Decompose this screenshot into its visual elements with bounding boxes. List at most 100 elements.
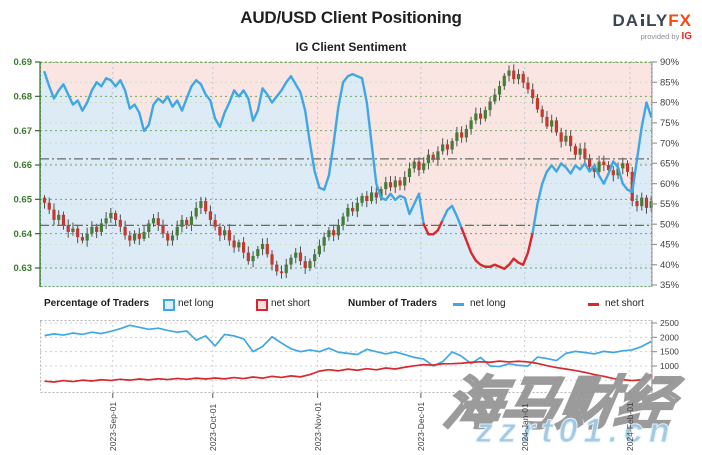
candle-body <box>351 207 355 212</box>
count-tick-label: 1500 <box>660 347 679 357</box>
pct-tick-label: 70% <box>660 138 680 149</box>
sentiment-segment <box>43 70 425 226</box>
candle-body <box>355 202 359 212</box>
candle-body <box>526 82 530 90</box>
candle-body <box>260 243 265 250</box>
candle-body <box>426 154 431 164</box>
candle-body <box>464 128 468 138</box>
candle-body <box>114 213 118 220</box>
candle-body <box>422 163 426 171</box>
candle-body <box>204 201 208 212</box>
sentiment-segment <box>460 227 534 270</box>
candle-body <box>199 201 203 208</box>
candle-body <box>516 74 521 80</box>
candle-body <box>270 254 274 265</box>
candle-body <box>313 254 317 262</box>
candle-body <box>123 226 127 236</box>
candle-body <box>431 154 435 160</box>
count-tick-label: 500 <box>660 375 674 385</box>
candle-body <box>52 209 56 220</box>
x-axis-label: 2023-Nov-01 <box>313 401 324 451</box>
candle-body <box>279 271 284 274</box>
num-net-short-dash-icon <box>588 303 599 306</box>
candle-body <box>275 264 279 272</box>
candle-body <box>104 218 108 224</box>
candle-body <box>379 189 383 198</box>
candle-body <box>95 226 99 232</box>
candle-body <box>80 237 85 241</box>
candles <box>42 64 653 279</box>
candle-body <box>213 219 217 227</box>
x-axis-label: 2023-Oct-01 <box>208 403 219 451</box>
sentiment-segment <box>441 204 463 230</box>
candle-body <box>251 255 255 262</box>
candle-body <box>488 101 492 111</box>
num-net-long-label: net long <box>470 298 506 309</box>
candle-body <box>256 249 260 256</box>
candle-body <box>218 226 222 236</box>
price-tick-label: 0.68 <box>14 92 33 103</box>
candle-body <box>132 233 137 241</box>
candle-body <box>478 113 483 119</box>
candle-body <box>436 151 440 160</box>
candle-body <box>569 135 573 147</box>
candle-body <box>284 264 288 274</box>
candle-body <box>388 182 393 188</box>
candle-body <box>512 70 516 80</box>
candle-body <box>66 225 70 232</box>
candle-body <box>189 216 194 226</box>
candle-body <box>71 228 75 232</box>
candle-body <box>118 219 122 227</box>
pct-tick-label: 65% <box>660 159 680 170</box>
candle-body <box>298 252 303 262</box>
candle-body <box>57 214 61 220</box>
traders-count-chart: 2500 2000 1500 1000 500 <box>40 318 679 398</box>
candle-body <box>170 235 175 241</box>
candle-body <box>327 230 331 238</box>
candle-body <box>398 180 402 186</box>
candle-body <box>554 120 559 133</box>
candle-body <box>412 161 416 169</box>
candle-body <box>559 132 563 142</box>
candle-body <box>573 146 577 155</box>
candle-body <box>61 214 66 226</box>
candle-body <box>640 197 644 207</box>
candle-body <box>502 75 506 87</box>
price-tick-label: 0.63 <box>14 263 33 274</box>
legend-percentage-of-traders: Percentage of Traders <box>44 298 150 309</box>
candle-body <box>151 218 156 224</box>
price-tick-label: 0.69 <box>14 57 33 68</box>
candle-body <box>578 148 582 155</box>
x-axis-label: 2024-Feb-01 <box>625 402 636 451</box>
candle-body <box>332 230 336 236</box>
candle-body <box>374 192 378 198</box>
candle-body <box>369 192 374 202</box>
candle-body <box>407 168 412 178</box>
x-axis-label: 2023-Dec-01 <box>416 401 427 451</box>
candle-body <box>237 242 241 248</box>
legend: Percentage of Traders net long net short… <box>0 297 702 312</box>
candle-body <box>441 144 445 152</box>
candle-body <box>47 202 51 210</box>
candle-body <box>497 86 502 95</box>
candle-body <box>445 144 449 150</box>
candle-body <box>592 166 596 172</box>
pct-tick-label: 80% <box>660 98 680 109</box>
candle-body <box>147 223 151 232</box>
candle-body <box>616 168 620 176</box>
candle-body <box>289 257 293 265</box>
logo-ly: LY <box>646 11 669 30</box>
price-tick-label: 0.66 <box>14 160 33 171</box>
pct-tick-label: 60% <box>660 179 680 190</box>
candle-body <box>180 219 184 227</box>
candle-body <box>621 163 625 169</box>
candle-body <box>483 110 487 119</box>
candle-body <box>360 195 364 203</box>
candle-body <box>185 219 189 226</box>
count-tick-label: 1000 <box>660 361 679 371</box>
candle-body <box>535 98 540 110</box>
candle-body <box>85 233 89 241</box>
candle-body <box>76 228 80 238</box>
area-above-sentiment <box>40 62 652 269</box>
candle-body <box>545 116 549 127</box>
